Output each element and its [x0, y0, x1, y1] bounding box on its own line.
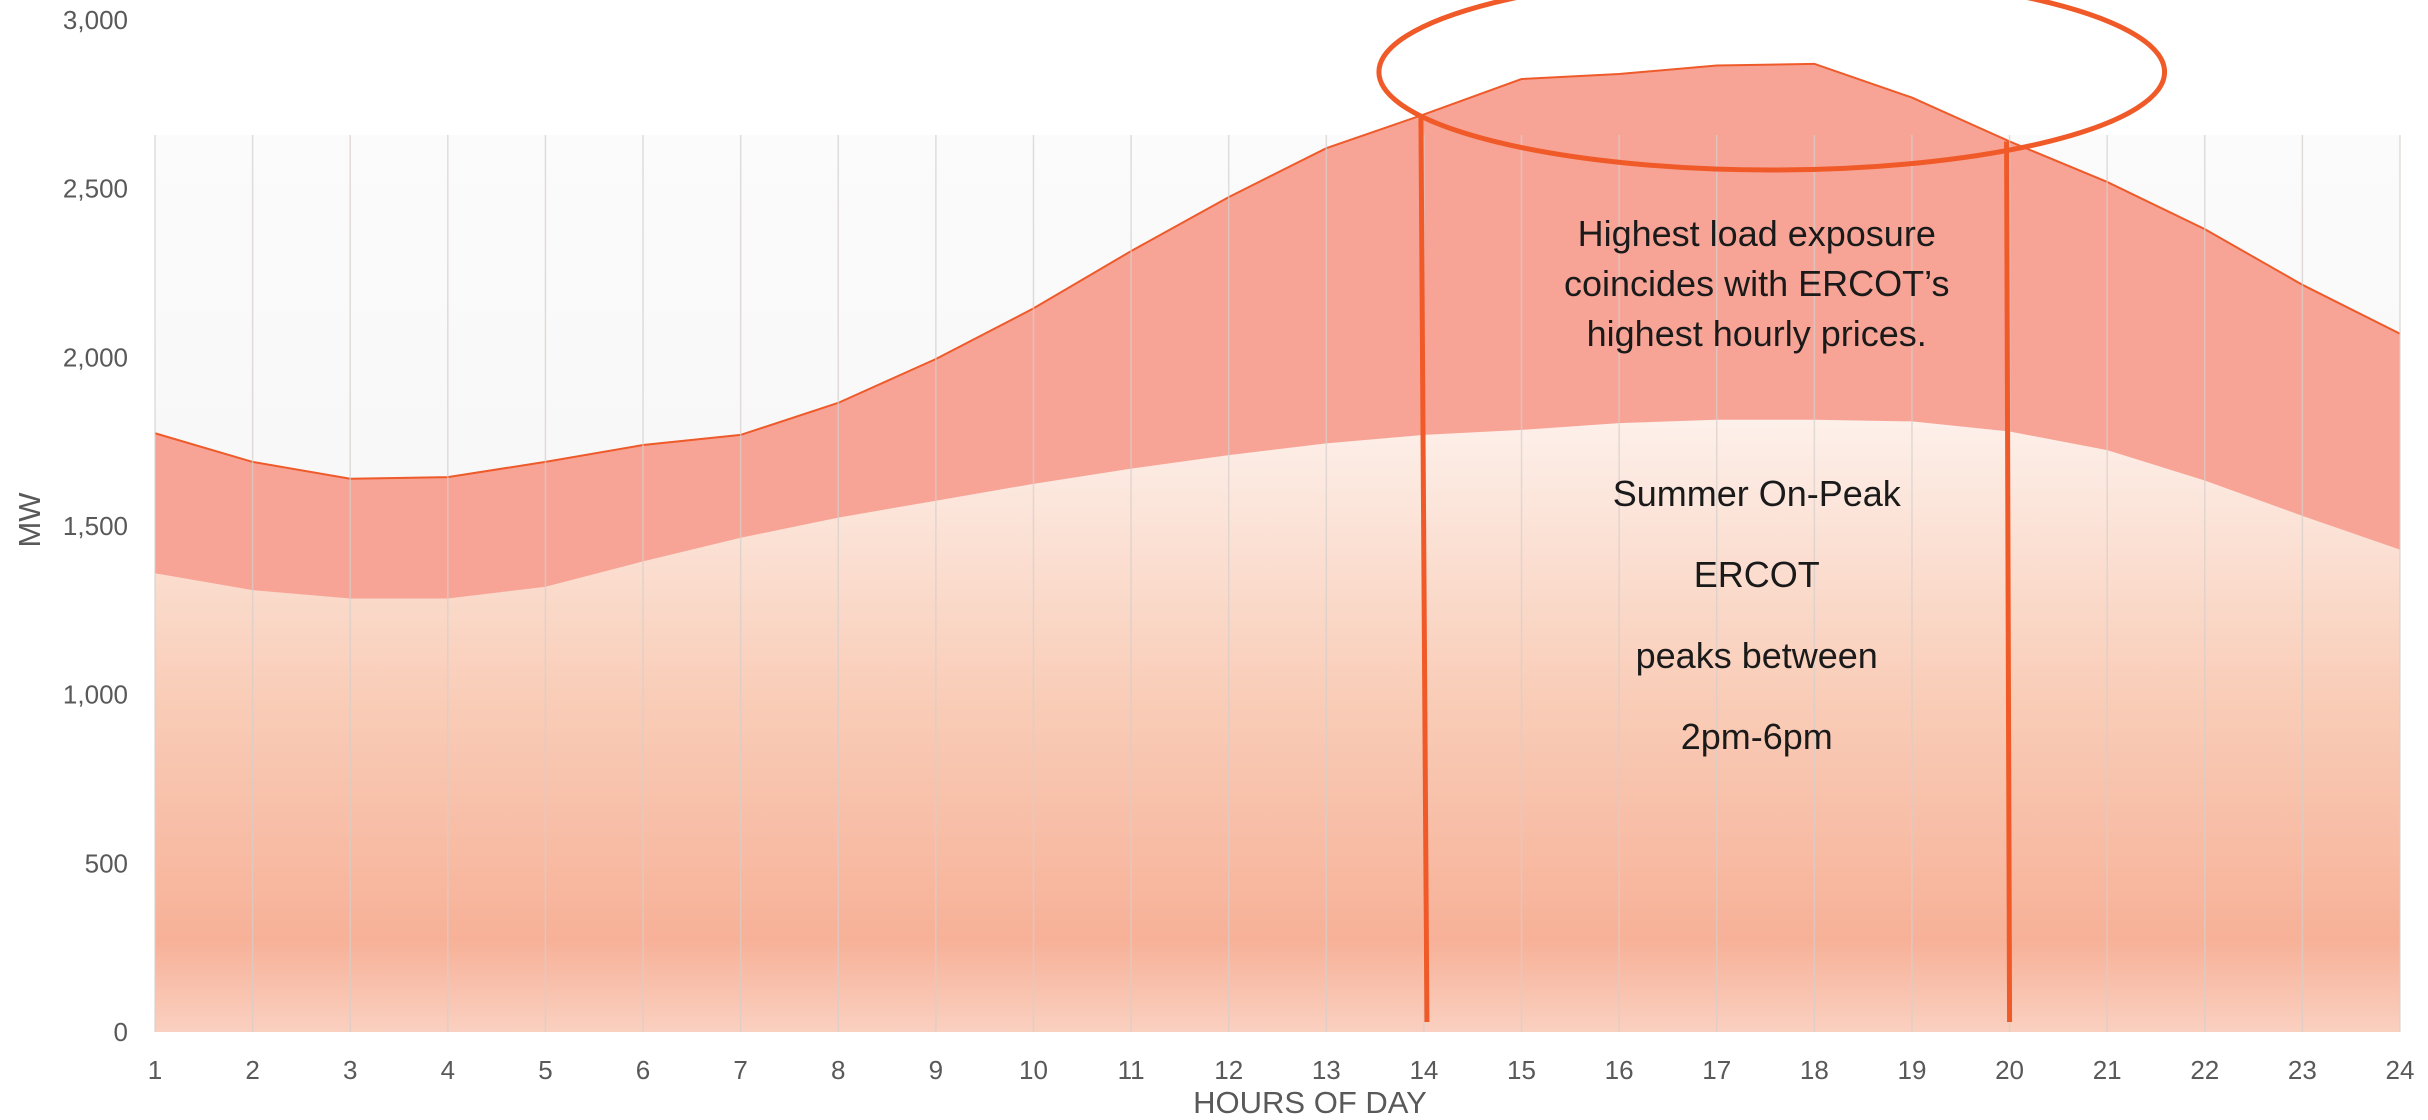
- callout-text: Highest load exposure coincides with ERCO…: [1564, 213, 1949, 354]
- x-tick-label: 9: [929, 1055, 943, 1085]
- callout-line: highest hourly prices.: [1587, 313, 1927, 354]
- x-tick-label: 7: [733, 1055, 747, 1085]
- x-tick-label: 23: [2288, 1055, 2317, 1085]
- y-tick-label: 3,000: [63, 5, 128, 35]
- label-line: 2pm-6pm: [1681, 716, 1833, 757]
- highlight-line-end: [2004, 141, 2013, 1023]
- peak-highlight: [1376, 0, 2167, 1023]
- x-tick-label: 6: [636, 1055, 650, 1085]
- x-tick-label: 12: [1214, 1055, 1243, 1085]
- y-axis-title: MW: [12, 492, 47, 548]
- x-tick-label: 19: [1897, 1055, 1926, 1085]
- x-tick-label: 24: [2386, 1055, 2415, 1085]
- x-tick-label: 3: [343, 1055, 357, 1085]
- x-tick-label: 15: [1507, 1055, 1536, 1085]
- callout-line: coincides with ERCOT’s: [1564, 263, 1949, 304]
- x-tick-label: 22: [2190, 1055, 2219, 1085]
- on-peak-label: Summer On-Peak ERCOT peaks between 2pm-6pm: [1613, 473, 1902, 757]
- y-tick-label: 2,500: [63, 174, 128, 204]
- x-tick-label: 13: [1312, 1055, 1341, 1085]
- x-axis-title: HOURS OF DAY: [1193, 1085, 1427, 1120]
- base-load-area: [155, 419, 2400, 1032]
- y-tick-label: 2,000: [63, 342, 128, 372]
- label-line: Summer On-Peak: [1613, 473, 1902, 514]
- x-tick-label: 2: [245, 1055, 259, 1085]
- x-tick-label: 5: [538, 1055, 552, 1085]
- label-line: ERCOT: [1694, 554, 1820, 595]
- callout-line: Highest load exposure: [1578, 213, 1936, 254]
- x-axis-ticks: 1 2 3 4 5 6 7 8 9 10 11 12 13 14 15 16 17 18 19 20 21 22 23 24: [148, 1055, 2415, 1085]
- x-tick-label: 1: [148, 1055, 162, 1085]
- x-tick-label: 21: [2093, 1055, 2122, 1085]
- y-tick-label: 500: [85, 848, 128, 878]
- x-tick-label: 10: [1019, 1055, 1048, 1085]
- x-tick-label: 18: [1800, 1055, 1829, 1085]
- x-tick-label: 14: [1409, 1055, 1438, 1085]
- x-tick-label: 16: [1605, 1055, 1634, 1085]
- x-tick-label: 4: [441, 1055, 455, 1085]
- highlight-ellipse: [1376, 0, 2167, 173]
- x-tick-label: 11: [1118, 1055, 1145, 1085]
- y-tick-label: 1,500: [63, 511, 128, 541]
- y-axis-ticks: 0 500 1,000 1,500 2,000 2,500 3,000: [63, 5, 128, 1047]
- label-line: peaks between: [1636, 635, 1878, 676]
- vertical-gridlines: [154, 135, 2401, 1032]
- highlight-line-start: [1418, 114, 1430, 1023]
- y-tick-label: 0: [114, 1017, 128, 1047]
- base-area-fill: [155, 419, 2400, 1032]
- y-tick-label: 1,000: [63, 680, 128, 710]
- x-tick-label: 20: [1995, 1055, 2024, 1085]
- x-tick-label: 17: [1702, 1055, 1731, 1085]
- x-tick-label: 8: [831, 1055, 845, 1085]
